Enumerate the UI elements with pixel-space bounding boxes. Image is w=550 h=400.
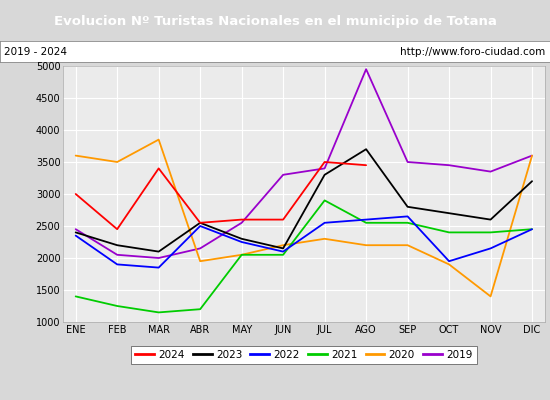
Text: 2019 - 2024: 2019 - 2024 xyxy=(4,47,68,57)
Text: http://www.foro-ciudad.com: http://www.foro-ciudad.com xyxy=(400,47,546,57)
Text: Evolucion Nº Turistas Nacionales en el municipio de Totana: Evolucion Nº Turistas Nacionales en el m… xyxy=(53,14,497,28)
Legend: 2024, 2023, 2022, 2021, 2020, 2019: 2024, 2023, 2022, 2021, 2020, 2019 xyxy=(131,346,477,364)
